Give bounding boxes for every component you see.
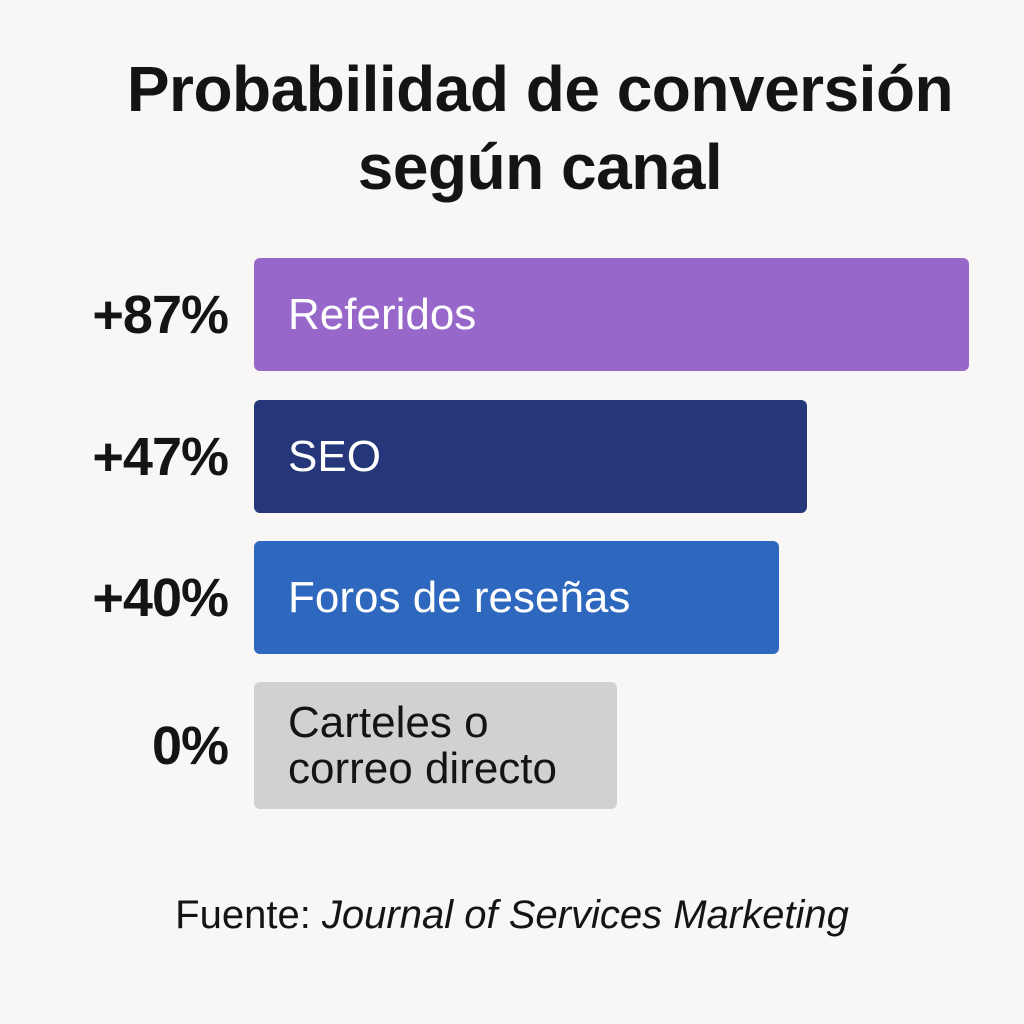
bar-label-line: Carteles o xyxy=(288,697,489,747)
bar: Carteles o correo directo xyxy=(254,682,617,809)
value-label: 0% xyxy=(151,715,229,776)
chart-title-line-2: según canal xyxy=(357,131,723,203)
bar-label: Referidos xyxy=(288,289,477,339)
bar-row: +87% Referidos xyxy=(0,258,1024,371)
bar-row: +47% SEO xyxy=(0,400,1024,513)
bar: SEO xyxy=(254,400,807,513)
chart-title-line-1: Probabilidad de conversión xyxy=(126,53,954,125)
bar-label-line: Foros de reseñas xyxy=(288,572,631,622)
value-label: +47% xyxy=(92,426,229,487)
bar-label: SEO xyxy=(288,431,381,481)
bar-row: 0% Carteles o correo directo xyxy=(0,682,1024,809)
bar-label-line: Referidos xyxy=(288,289,477,339)
chart-title: Probabilidad de conversión según canal xyxy=(40,50,1024,206)
bar: Referidos xyxy=(254,258,969,371)
value-label: +87% xyxy=(92,284,229,345)
value-label: +40% xyxy=(92,567,229,628)
bar-label-line: SEO xyxy=(288,431,381,481)
bar-row: +40% Foros de reseñas xyxy=(0,541,1024,654)
bar: Foros de reseñas xyxy=(254,541,779,654)
source-prefix: Fuente: xyxy=(175,893,322,937)
source-journal: Journal of Services Marketing xyxy=(321,893,849,937)
bar-label: Carteles o correo directo xyxy=(288,697,558,793)
bar-label: Foros de reseñas xyxy=(288,572,631,622)
bar-label-line: correo directo xyxy=(288,743,558,793)
source-note: Fuente: Journal of Services Marketing xyxy=(0,893,1024,938)
